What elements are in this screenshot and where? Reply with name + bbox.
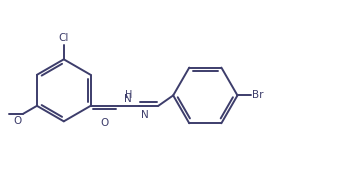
Text: O: O <box>100 118 108 128</box>
Text: Cl: Cl <box>59 33 69 43</box>
Text: Br: Br <box>252 90 263 100</box>
Text: H: H <box>125 90 132 100</box>
Text: N: N <box>140 110 148 120</box>
Text: O: O <box>13 116 21 126</box>
Text: N: N <box>125 94 132 104</box>
